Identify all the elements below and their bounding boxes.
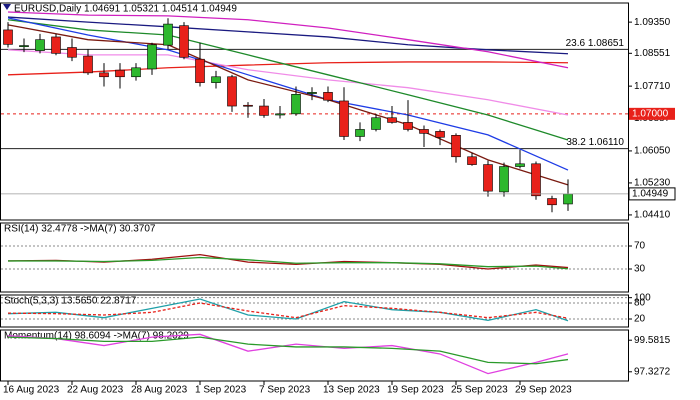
- y-tick-label: 100: [634, 292, 651, 303]
- y-tick-label: 1.06050: [634, 146, 671, 157]
- x-tick-label: 22 Aug 2023: [67, 385, 124, 396]
- candle-body: [531, 163, 541, 197]
- x-tick-label: 13 Sep 2023: [323, 385, 380, 396]
- candle-body: [307, 92, 317, 94]
- y-tick-label: 80: [634, 298, 646, 309]
- x-tick-label: 25 Sep 2023: [451, 385, 508, 396]
- candle-body: [243, 104, 253, 107]
- level-label: 1.07000: [632, 108, 669, 119]
- candle-body: [163, 23, 173, 46]
- y-tick-label: 97.3272: [634, 366, 671, 377]
- panel-title: RSI(14) 32.4778 ->MA(7) 30.3707: [4, 224, 156, 235]
- y-tick-label: 30: [634, 264, 646, 275]
- candle-body: [35, 39, 45, 51]
- price-label: 1.04949: [632, 189, 669, 200]
- indicator-line: [7, 24, 569, 186]
- candle-body: [563, 193, 573, 205]
- indicator-line: [7, 19, 569, 141]
- candle-body: [323, 92, 333, 101]
- candle-body: [259, 105, 269, 116]
- indicator-line: [7, 17, 569, 171]
- candle-body: [51, 36, 61, 54]
- candle-body: [19, 45, 29, 48]
- indicator-line: [7, 49, 569, 116]
- level-label: 38.2 1.06110: [566, 137, 624, 148]
- candle-body: [3, 29, 13, 45]
- panel-frame: [0, 329, 629, 382]
- x-tick-label: 16 Aug 2023: [3, 385, 60, 396]
- candle-body: [355, 129, 365, 137]
- candle-body: [67, 47, 77, 58]
- candle-body: [179, 25, 189, 58]
- symbol-icon: [3, 4, 11, 10]
- y-tick-label: 1.08551: [634, 48, 671, 59]
- y-tick-label: 20: [634, 314, 646, 325]
- candle-body: [387, 117, 397, 123]
- candle-body: [291, 94, 301, 115]
- candle-body: [83, 55, 93, 74]
- candle-body: [227, 76, 237, 107]
- x-tick-label: 7 Sep 2023: [259, 385, 311, 396]
- candle-body: [211, 76, 221, 83]
- candle-body: [499, 166, 509, 193]
- candle-body: [547, 198, 557, 206]
- indicator-line: [7, 16, 569, 55]
- y-tick-label: 99.5815: [634, 335, 671, 346]
- indicator-line: [7, 298, 569, 322]
- candle-body: [451, 135, 461, 158]
- candle-body: [371, 117, 381, 130]
- indicator-line: [7, 61, 569, 76]
- candle-body: [275, 113, 285, 116]
- x-tick-label: 19 Sep 2023: [387, 385, 444, 396]
- candle-body: [515, 163, 525, 167]
- price-label-box: [628, 187, 676, 201]
- y-tick-label: 70: [634, 241, 646, 252]
- candle-body: [131, 67, 141, 78]
- panel-frame: [0, 294, 629, 328]
- candle-body: [195, 58, 205, 83]
- indicator-line: [7, 11, 569, 69]
- y-tick-label: 1.07710: [634, 81, 671, 92]
- candle-body: [403, 122, 413, 130]
- panel-title: Momentum(14) 98.6094 ->MA(7) 98.2029: [4, 331, 189, 342]
- indicator-line: [7, 302, 569, 319]
- level-label-box: [629, 107, 675, 120]
- candle-body: [483, 164, 493, 192]
- candle-body: [435, 131, 445, 138]
- y-tick-label: 1.04410: [634, 210, 671, 221]
- candle-body: [339, 100, 349, 137]
- y-tick-label: 1.05230: [634, 178, 671, 189]
- candle-body: [99, 72, 109, 78]
- x-tick-label: 29 Sep 2023: [515, 385, 572, 396]
- panel-frame: [0, 222, 629, 293]
- x-tick-label: 1 Sep 2023: [195, 385, 247, 396]
- panel-frame: [0, 2, 629, 221]
- candle-body: [467, 156, 477, 165]
- candle-body: [419, 129, 429, 134]
- indicator-line: [7, 333, 569, 375]
- candle-body: [115, 69, 125, 78]
- level-label: 23.6 1.08651: [566, 38, 625, 49]
- indicator-line: [8, 256, 569, 270]
- panel-title: EURUSD,Daily 1.04691 1.05321 1.04514 1.0…: [14, 4, 237, 15]
- panel-title: Stoch(5,3,3) 13.5650 22.8717: [4, 296, 137, 307]
- candle-body: [147, 44, 157, 70]
- indicator-line: [7, 336, 569, 365]
- x-tick-label: 28 Aug 2023: [131, 385, 188, 396]
- y-tick-label: 1.09350: [634, 17, 671, 28]
